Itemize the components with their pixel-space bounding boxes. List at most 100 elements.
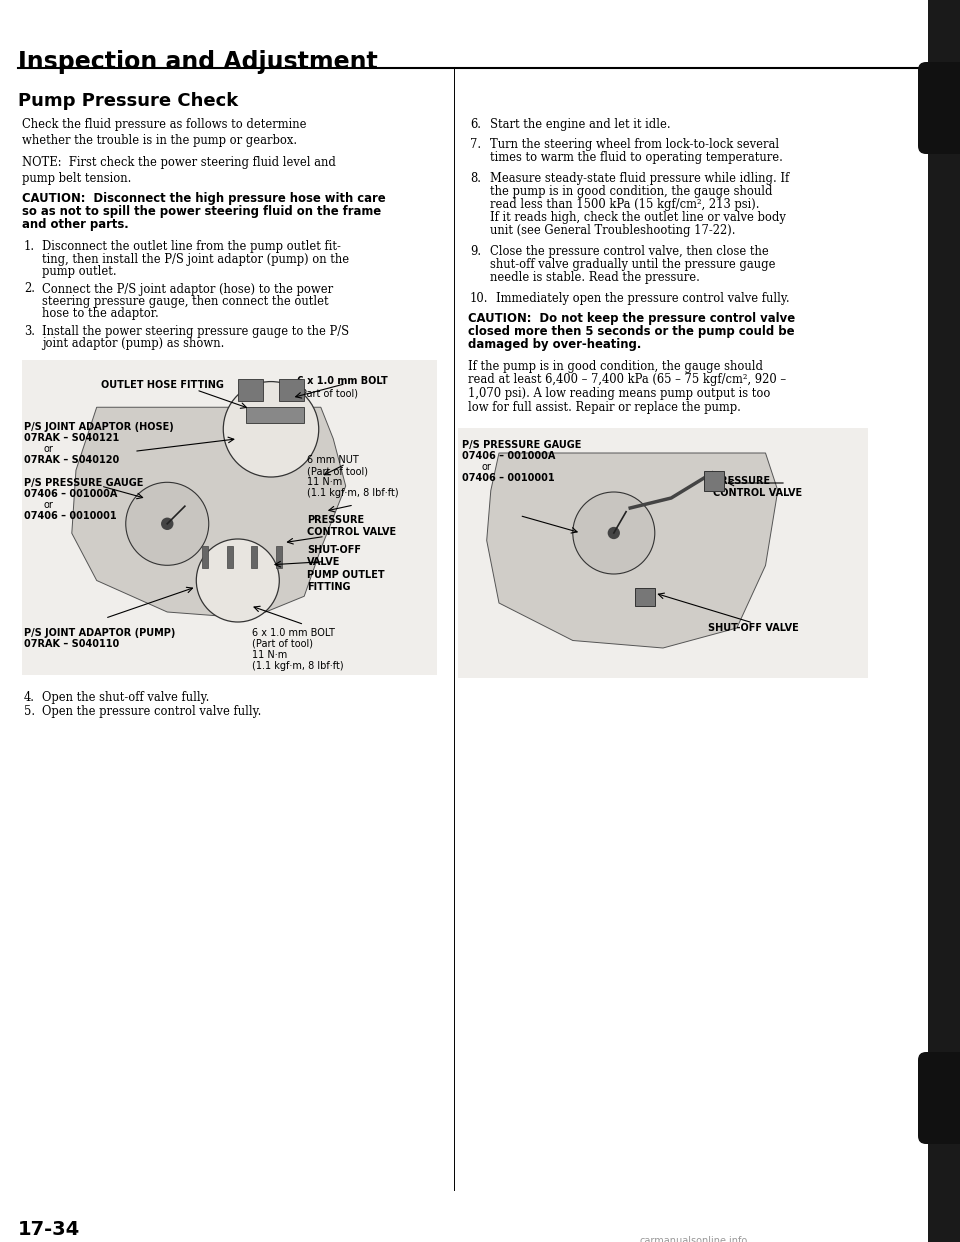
Text: 17-34: 17-34 bbox=[18, 1220, 81, 1240]
Text: shut-off valve gradually until the pressure gauge: shut-off valve gradually until the press… bbox=[490, 258, 776, 271]
Text: P/S PRESSURE GAUGE: P/S PRESSURE GAUGE bbox=[462, 440, 582, 450]
Text: needle is stable. Read the pressure.: needle is stable. Read the pressure. bbox=[490, 271, 700, 284]
Text: 07RAK – S040120: 07RAK – S040120 bbox=[24, 455, 119, 465]
Text: 07406 – 0010001: 07406 – 0010001 bbox=[24, 510, 116, 520]
Bar bbox=[227, 545, 232, 568]
Text: 07406 – 001000A: 07406 – 001000A bbox=[24, 489, 117, 499]
Text: 07RAK – S040110: 07RAK – S040110 bbox=[24, 638, 119, 650]
Text: 2.: 2. bbox=[24, 282, 35, 296]
FancyBboxPatch shape bbox=[918, 62, 960, 154]
Text: ting, then install the P/S joint adaptor (pump) on the: ting, then install the P/S joint adaptor… bbox=[42, 252, 349, 266]
Text: Check the fluid pressure as follows to determine
whether the trouble is in the p: Check the fluid pressure as follows to d… bbox=[22, 118, 306, 147]
Text: (Part of tool): (Part of tool) bbox=[252, 638, 313, 650]
Bar bbox=[458, 428, 868, 678]
Text: SHUT-OFF
VALVE: SHUT-OFF VALVE bbox=[307, 545, 361, 568]
Text: P/S PRESSURE GAUGE: P/S PRESSURE GAUGE bbox=[24, 478, 143, 488]
Text: 07RAK – S040121: 07RAK – S040121 bbox=[24, 433, 119, 443]
Text: Immediately open the pressure control valve fully.: Immediately open the pressure control va… bbox=[496, 292, 790, 306]
Text: 3.: 3. bbox=[24, 325, 35, 338]
Text: 07406 – 001000A: 07406 – 001000A bbox=[462, 451, 556, 461]
Text: Turn the steering wheel from lock-to-lock several: Turn the steering wheel from lock-to-loc… bbox=[490, 138, 780, 152]
Text: (1.1 kgf·m, 8 lbf·ft): (1.1 kgf·m, 8 lbf·ft) bbox=[252, 661, 344, 671]
Text: hose to the adaptor.: hose to the adaptor. bbox=[42, 308, 158, 320]
Text: joint adaptor (pump) as shown.: joint adaptor (pump) as shown. bbox=[42, 338, 225, 350]
Text: (Part of tool): (Part of tool) bbox=[307, 466, 368, 476]
Text: Install the power steering pressure gauge to the P/S: Install the power steering pressure gaug… bbox=[42, 325, 349, 338]
Text: or: or bbox=[44, 443, 54, 455]
Text: or: or bbox=[44, 501, 54, 510]
Text: Start the engine and let it idle.: Start the engine and let it idle. bbox=[490, 118, 671, 130]
Text: 6 mm NUT: 6 mm NUT bbox=[307, 455, 359, 465]
Circle shape bbox=[196, 539, 279, 622]
Text: 07406 – 0010001: 07406 – 0010001 bbox=[462, 473, 555, 483]
Text: PRESSURE
CONTROL VALVE: PRESSURE CONTROL VALVE bbox=[307, 515, 396, 538]
Circle shape bbox=[126, 482, 208, 565]
Text: so as not to spill the power steering fluid on the frame: so as not to spill the power steering fl… bbox=[22, 205, 381, 219]
Text: carmanualsonline.info: carmanualsonline.info bbox=[640, 1236, 748, 1242]
Bar bbox=[202, 545, 207, 568]
Circle shape bbox=[161, 518, 174, 530]
Text: OUTLET HOSE FITTING: OUTLET HOSE FITTING bbox=[101, 380, 224, 390]
Bar bbox=[705, 471, 724, 491]
Bar bbox=[928, 0, 960, 1242]
Text: PUMP OUTLET
FITTING: PUMP OUTLET FITTING bbox=[307, 570, 385, 592]
Text: 5.: 5. bbox=[24, 705, 36, 718]
Text: 6.: 6. bbox=[470, 118, 481, 130]
Text: Measure steady-state fluid pressure while idling. If: Measure steady-state fluid pressure whil… bbox=[490, 171, 789, 185]
Text: 10.: 10. bbox=[470, 292, 489, 306]
Text: 8.: 8. bbox=[470, 171, 481, 185]
Text: Disconnect the outlet line from the pump outlet fit-: Disconnect the outlet line from the pump… bbox=[42, 240, 341, 253]
Text: (Part of tool): (Part of tool) bbox=[297, 388, 358, 397]
Circle shape bbox=[573, 492, 655, 574]
Bar bbox=[276, 545, 282, 568]
Text: If it reads high, check the outlet line or valve body: If it reads high, check the outlet line … bbox=[490, 211, 786, 224]
Bar bbox=[22, 360, 437, 674]
Text: 6 x 1.0 mm BOLT: 6 x 1.0 mm BOLT bbox=[252, 628, 335, 638]
Bar bbox=[238, 379, 263, 401]
Text: 6 x 1.0 mm BOLT: 6 x 1.0 mm BOLT bbox=[297, 376, 388, 386]
Text: SHUT-OFF VALVE: SHUT-OFF VALVE bbox=[708, 623, 799, 633]
Text: Open the shut-off valve fully.: Open the shut-off valve fully. bbox=[42, 691, 209, 704]
Text: read at least 6,400 – 7,400 kPa (65 – 75 kgf/cm², 920 –: read at least 6,400 – 7,400 kPa (65 – 75… bbox=[468, 374, 786, 386]
Polygon shape bbox=[72, 407, 346, 619]
Text: Inspection and Adjustment: Inspection and Adjustment bbox=[18, 50, 377, 75]
Text: 1,070 psi). A low reading means pump output is too: 1,070 psi). A low reading means pump out… bbox=[468, 388, 770, 400]
Circle shape bbox=[608, 527, 620, 539]
Text: CAUTION:  Disconnect the high pressure hose with care: CAUTION: Disconnect the high pressure ho… bbox=[22, 193, 386, 205]
Text: P/S JOINT ADAPTOR (HOSE): P/S JOINT ADAPTOR (HOSE) bbox=[24, 422, 174, 432]
Text: unit (see General Troubleshooting 17-22).: unit (see General Troubleshooting 17-22)… bbox=[490, 224, 735, 237]
Text: (1.1 kgf·m, 8 lbf·ft): (1.1 kgf·m, 8 lbf·ft) bbox=[307, 488, 398, 498]
Text: Connect the P/S joint adaptor (hose) to the power: Connect the P/S joint adaptor (hose) to … bbox=[42, 282, 333, 296]
Text: 4.: 4. bbox=[24, 691, 35, 704]
Text: or: or bbox=[482, 462, 492, 472]
Polygon shape bbox=[487, 453, 778, 648]
Text: 9.: 9. bbox=[470, 245, 481, 258]
Bar bbox=[246, 407, 304, 424]
Bar bbox=[279, 379, 304, 401]
Text: closed more then 5 seconds or the pump could be: closed more then 5 seconds or the pump c… bbox=[468, 325, 795, 338]
Text: the pump is in good condition, the gauge should: the pump is in good condition, the gauge… bbox=[490, 185, 773, 197]
Text: pump outlet.: pump outlet. bbox=[42, 265, 116, 278]
Text: Open the pressure control valve fully.: Open the pressure control valve fully. bbox=[42, 705, 261, 718]
Text: 7.: 7. bbox=[470, 138, 481, 152]
Text: If the pump is in good condition, the gauge should: If the pump is in good condition, the ga… bbox=[468, 360, 763, 373]
Text: P/S JOINT ADAPTOR (PUMP): P/S JOINT ADAPTOR (PUMP) bbox=[24, 628, 176, 638]
Text: times to warm the fluid to operating temperature.: times to warm the fluid to operating tem… bbox=[490, 152, 782, 164]
Text: NOTE:  First check the power steering fluid level and
pump belt tension.: NOTE: First check the power steering flu… bbox=[22, 156, 336, 185]
Text: 1.: 1. bbox=[24, 240, 36, 253]
FancyBboxPatch shape bbox=[918, 1052, 960, 1144]
Bar bbox=[252, 545, 257, 568]
Text: read less than 1500 kPa (15 kgf/cm², 213 psi).: read less than 1500 kPa (15 kgf/cm², 213… bbox=[490, 197, 759, 211]
Text: Pump Pressure Check: Pump Pressure Check bbox=[18, 92, 238, 111]
Text: damaged by over-heating.: damaged by over-heating. bbox=[468, 338, 641, 351]
Text: 11 N·m: 11 N·m bbox=[307, 477, 343, 487]
Text: PRESSURE
CONTROL VALVE: PRESSURE CONTROL VALVE bbox=[713, 476, 803, 498]
Text: low for full assist. Repair or replace the pump.: low for full assist. Repair or replace t… bbox=[468, 400, 741, 414]
Bar bbox=[635, 587, 655, 606]
Text: 11 N·m: 11 N·m bbox=[252, 650, 287, 660]
Text: and other parts.: and other parts. bbox=[22, 219, 129, 231]
Circle shape bbox=[224, 381, 319, 477]
Text: steering pressure gauge, then connect the outlet: steering pressure gauge, then connect th… bbox=[42, 296, 328, 308]
Text: Close the pressure control valve, then close the: Close the pressure control valve, then c… bbox=[490, 245, 769, 258]
Text: CAUTION:  Do not keep the pressure control valve: CAUTION: Do not keep the pressure contro… bbox=[468, 312, 795, 325]
